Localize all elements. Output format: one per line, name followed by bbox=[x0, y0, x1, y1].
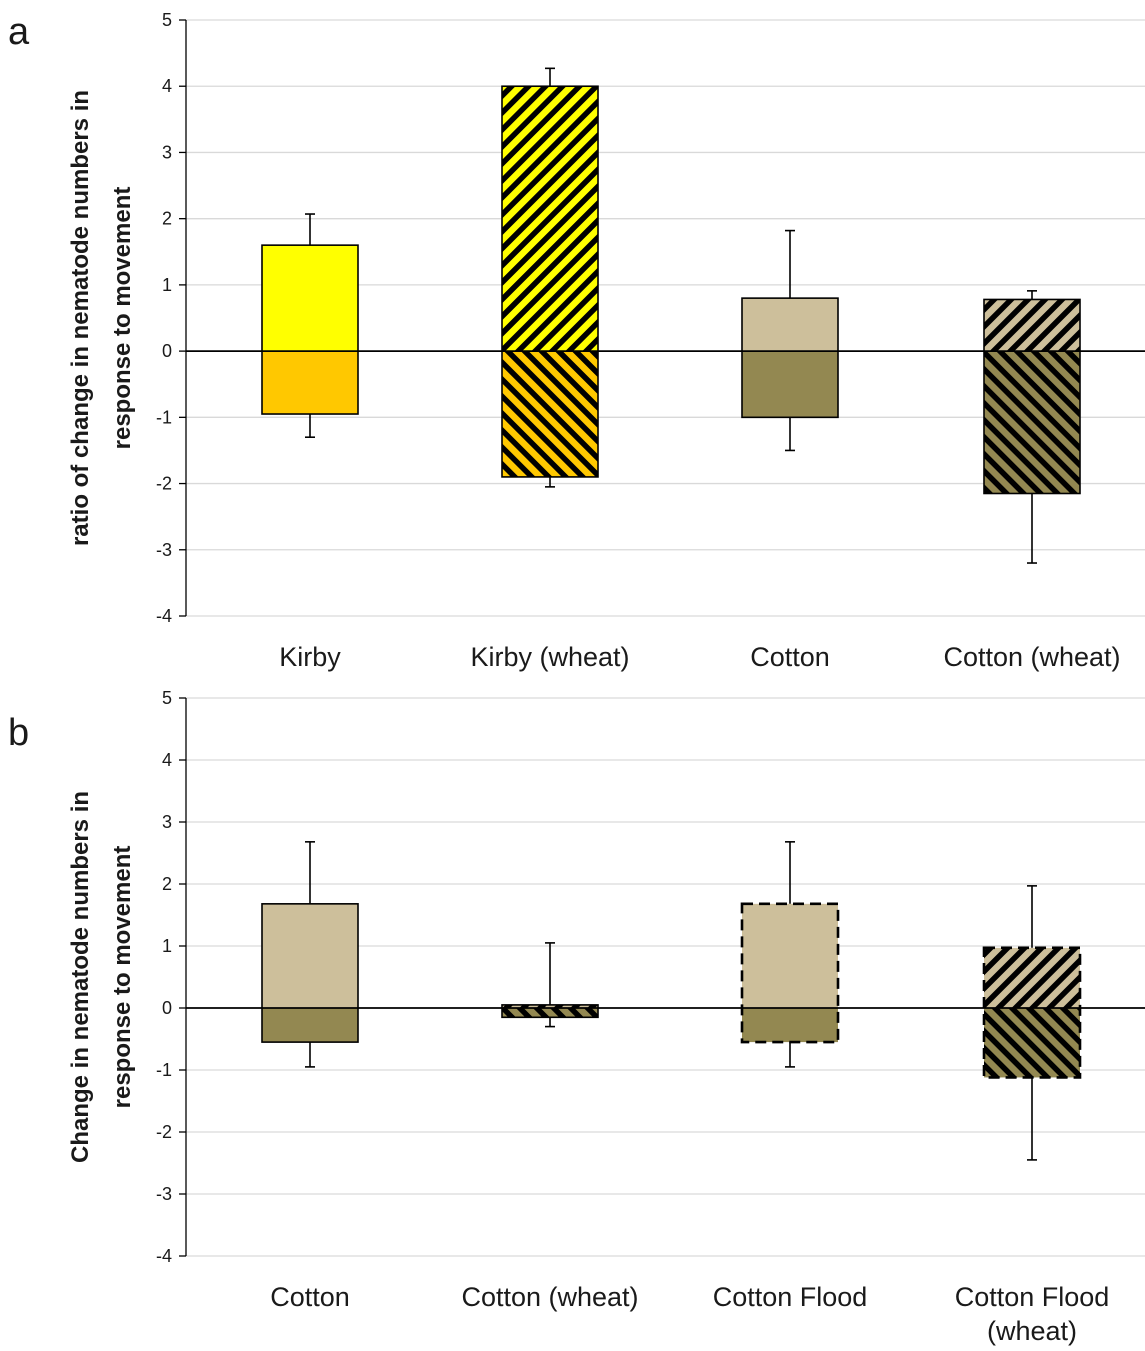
category-label-line: Cotton bbox=[270, 1282, 350, 1312]
category-label: Cotton Flood bbox=[713, 1282, 868, 1312]
bar-outline bbox=[983, 298, 1081, 495]
bar-negative-hatch bbox=[502, 351, 598, 477]
bar-outline bbox=[261, 244, 359, 415]
category-label: Cotton Flood (wheat) bbox=[955, 1282, 1110, 1346]
bar-outline bbox=[741, 297, 839, 419]
y-tick-label: -3 bbox=[156, 540, 172, 560]
category-label: Kirby bbox=[279, 642, 341, 672]
bar-positive bbox=[262, 245, 358, 352]
bar-negative bbox=[742, 1008, 838, 1043]
bar-outline bbox=[501, 1004, 599, 1019]
bar-positive-hatch bbox=[502, 1004, 598, 1008]
panel-label-a: a bbox=[8, 11, 30, 53]
bar-outline bbox=[740, 902, 840, 1044]
bar-negative-hatch bbox=[984, 1008, 1080, 1078]
y-tick-label: 4 bbox=[162, 76, 172, 96]
category-label-line: Cotton (wheat) bbox=[943, 642, 1120, 672]
category-label-line: (wheat) bbox=[987, 1316, 1077, 1346]
y-tick-label: -1 bbox=[156, 1060, 172, 1080]
y-tick-label: 1 bbox=[162, 936, 172, 956]
category-label-line: Kirby bbox=[279, 642, 341, 672]
y-axis-label: ratio of change in nematode numbers in bbox=[67, 90, 94, 546]
category-label-line: Cotton bbox=[750, 642, 830, 672]
bar-negative bbox=[262, 351, 358, 415]
category-label-line: Kirby (wheat) bbox=[470, 642, 629, 672]
y-axis-label: response to movement bbox=[109, 846, 136, 1109]
y-tick-label: 4 bbox=[162, 750, 172, 770]
category-label: Cotton (wheat) bbox=[461, 1282, 638, 1312]
bar-outline bbox=[501, 85, 599, 478]
y-tick-label: -4 bbox=[156, 1246, 172, 1266]
bar-negative-hatch bbox=[502, 1008, 598, 1018]
category-label-line: Cotton (wheat) bbox=[461, 1282, 638, 1312]
y-tick-label: 0 bbox=[162, 998, 172, 1018]
category-label: Cotton bbox=[270, 1282, 350, 1312]
y-axis-label: Change in nematode numbers in bbox=[67, 791, 94, 1163]
y-tick-label: 2 bbox=[162, 209, 172, 229]
category-label-line: Cotton Flood bbox=[955, 1282, 1110, 1312]
y-tick-label: -3 bbox=[156, 1184, 172, 1204]
y-tick-label: -4 bbox=[156, 606, 172, 626]
bar-negative bbox=[262, 1008, 358, 1043]
y-tick-label: 5 bbox=[162, 10, 172, 30]
y-tick-label: 3 bbox=[162, 142, 172, 162]
category-label-line: Cotton Flood bbox=[713, 1282, 868, 1312]
bar-positive-hatch bbox=[502, 86, 598, 352]
bar-positive bbox=[262, 903, 358, 1008]
category-label: Cotton bbox=[750, 642, 830, 672]
panel-label-b: b bbox=[8, 712, 29, 754]
bar-negative-hatch bbox=[984, 351, 1080, 494]
bar-positive-hatch bbox=[984, 299, 1080, 352]
y-tick-label: -2 bbox=[156, 474, 172, 494]
bar-outline bbox=[261, 903, 359, 1043]
y-tick-label: -1 bbox=[156, 407, 172, 427]
bar-positive-hatch bbox=[984, 947, 1080, 1008]
bar-positive bbox=[742, 298, 838, 352]
category-label: Cotton (wheat) bbox=[943, 642, 1120, 672]
y-tick-label: 5 bbox=[162, 688, 172, 708]
category-label: Kirby (wheat) bbox=[470, 642, 629, 672]
bar-negative bbox=[742, 351, 838, 418]
y-tick-label: 3 bbox=[162, 812, 172, 832]
bar-positive bbox=[742, 903, 838, 1008]
y-tick-label: 0 bbox=[162, 341, 172, 361]
y-tick-label: 1 bbox=[162, 275, 172, 295]
chart-panel-a: 5 4 3 2 1 0 -1 -2 -3 -4 Kirby Kirby (wheat) Cotton Co… bbox=[67, 10, 1145, 672]
bar-outline bbox=[982, 946, 1082, 1079]
y-tick-label: -2 bbox=[156, 1122, 172, 1142]
chart-panel-b: 5 4 3 2 1 0 -1 -2 -3 -4 Cotton Cotton (wheat) Cotton… bbox=[67, 688, 1145, 1346]
y-axis-label: response to movement bbox=[109, 187, 136, 450]
y-tick-label: 2 bbox=[162, 874, 172, 894]
